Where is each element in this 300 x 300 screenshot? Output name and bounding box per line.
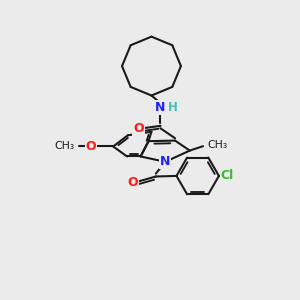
Text: N: N: [160, 155, 170, 168]
Text: O: O: [134, 122, 144, 135]
Text: H: H: [168, 101, 178, 114]
Text: N: N: [155, 101, 166, 114]
Text: Cl: Cl: [220, 169, 234, 182]
Text: CH₃: CH₃: [207, 140, 227, 150]
Text: O: O: [86, 140, 96, 153]
Text: CH₃: CH₃: [55, 142, 75, 152]
Text: O: O: [128, 176, 138, 190]
